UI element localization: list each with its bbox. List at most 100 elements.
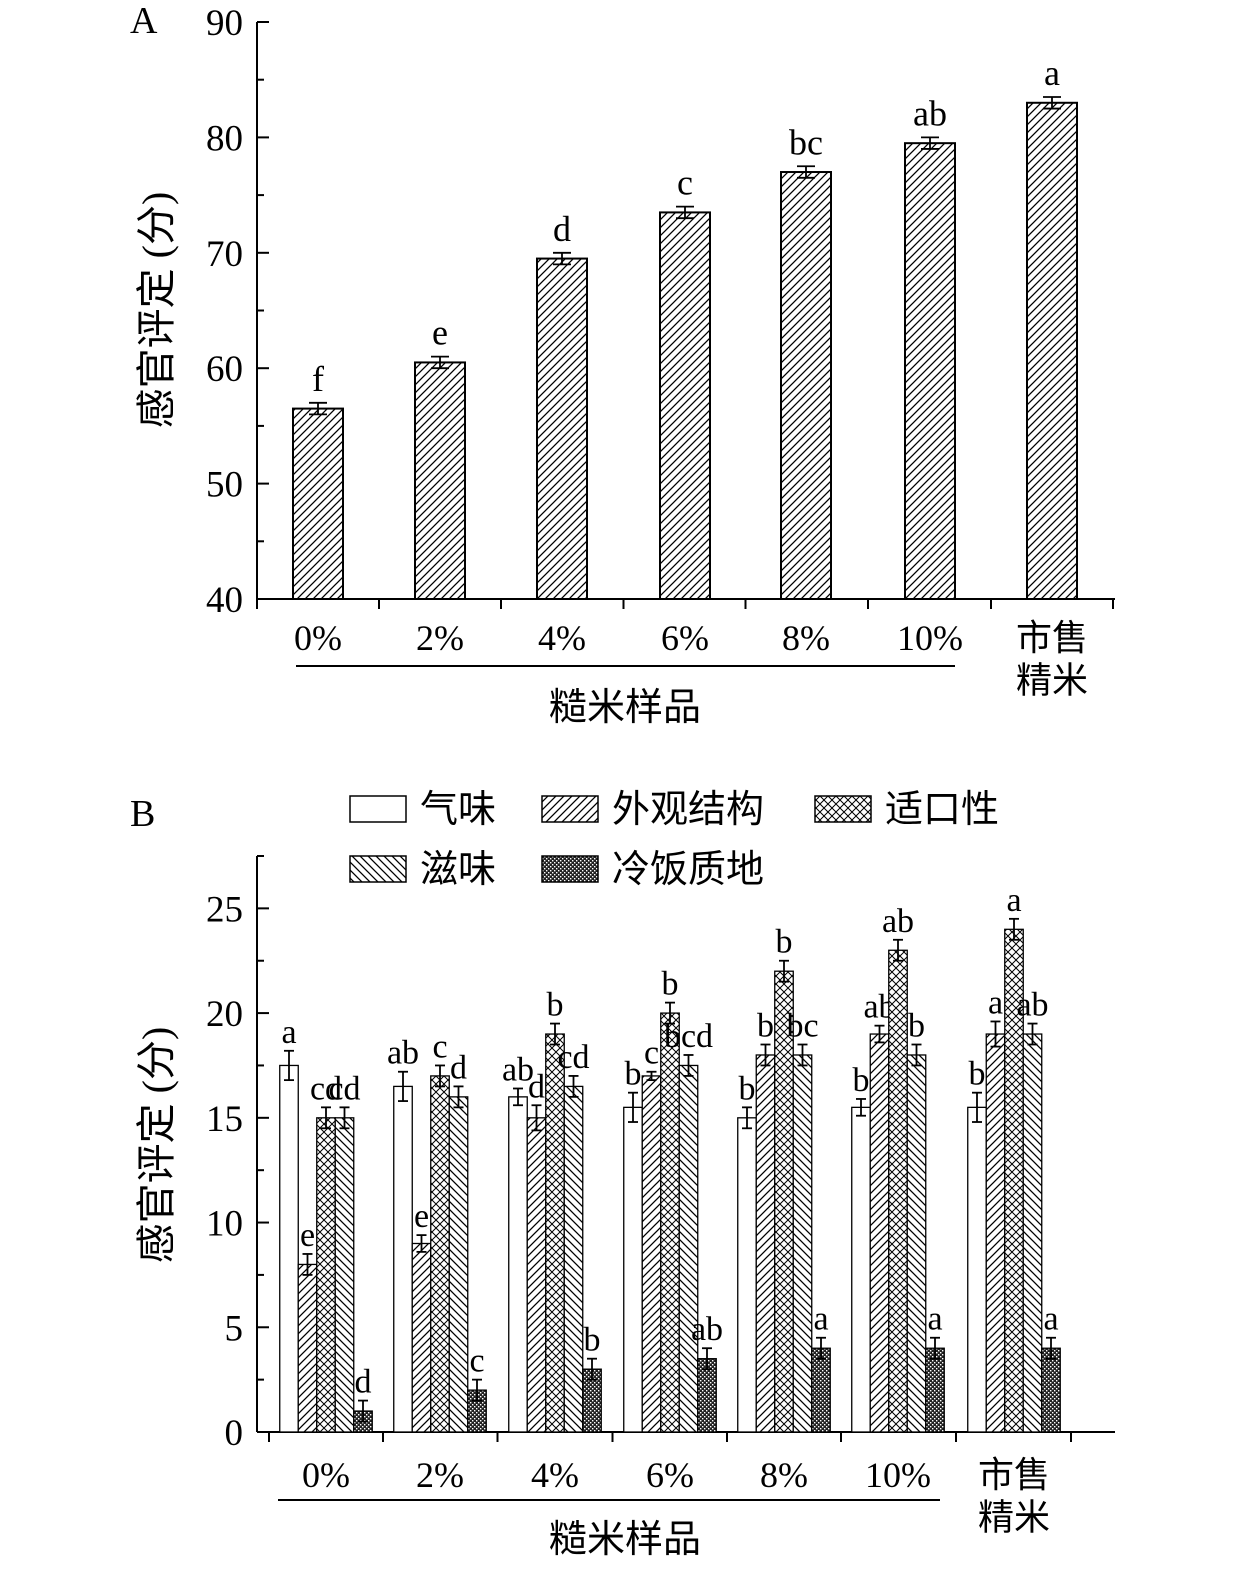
legend-swatch [349,855,407,883]
significance-letter: c [469,1343,484,1380]
bar [448,1096,469,1433]
y-axis-label: 感官评定 (分) [134,192,179,429]
significance-letter: bc [786,1008,818,1045]
bar [334,1117,355,1433]
y-tick-label: 80 [206,118,243,159]
significance-letter: d [553,209,571,249]
category-label: 0% [302,1455,350,1495]
significance-letter: e [432,313,448,353]
bar [906,1054,927,1433]
significance-letter: a [1044,53,1060,93]
bar [967,1106,987,1433]
bar [659,211,711,600]
significance-letter: c [432,1028,447,1065]
bar [279,1064,299,1433]
significance-letter: a [281,1014,296,1051]
bar [641,1075,662,1433]
significance-letter: cd [557,1039,589,1076]
significance-letter: e [300,1217,315,1254]
y-tick-label: 20 [206,994,243,1035]
significance-letter: ab [882,903,914,940]
significance-letter: a [988,984,1003,1021]
group-label: 糙米样品 [549,1519,701,1561]
y-tick-label: 5 [225,1308,244,1349]
significance-letter: b [757,1008,774,1045]
bar [411,1242,432,1433]
category-label: 10% [865,1455,931,1495]
panel-a: A 40 50 60 70 80 90 感官评定 (分) f e d c bc ab a 0% 2% 4% 6% 8%… [130,0,1115,729]
significance-letter: b [625,1056,642,1093]
legend-label: 气味 [420,789,496,831]
legend-swatch [541,795,599,823]
significance-letter: c [677,163,693,203]
legend-label: 滋味 [420,849,496,891]
significance-letter: a [813,1301,828,1338]
legend-label: 适口性 [885,789,999,831]
significance-letter: a [1043,1301,1058,1338]
significance-letter: ab [913,93,947,133]
bar [393,1085,413,1433]
category-label: 2% [416,618,464,658]
bar [660,1012,680,1433]
significance-letter: c [644,1035,659,1072]
category-label: 6% [646,1455,694,1495]
category-label: 8% [760,1455,808,1495]
panel-label: A [130,0,158,42]
bar [811,1347,831,1433]
significance-letter: b [853,1062,870,1099]
bar [297,1263,318,1433]
y-tick-label: 10 [206,1204,243,1245]
significance-letter: a [1006,882,1021,919]
bar [414,361,466,600]
legend-swatch [814,795,872,823]
bar [888,949,908,1433]
significance-letter: ab [387,1035,419,1072]
y-tick-label: 50 [206,465,243,506]
category-label: 2% [416,1455,464,1495]
y-axis-label: 感官评定 (分) [134,1027,179,1264]
significance-letter: ab [1016,987,1048,1024]
y-tick-label: 90 [206,3,243,44]
bar [292,407,344,600]
category-label: 市售精米 [1016,618,1088,700]
significance-letter: a [927,1301,942,1338]
significance-letter: b [969,1056,986,1093]
legend-swatch [541,855,599,883]
y-tick-label: 60 [206,349,243,390]
group-label: 糙米样品 [549,687,701,729]
significance-letter: e [414,1198,429,1235]
bar [985,1033,1006,1433]
category-label: 8% [782,618,830,658]
significance-letter: f [312,359,324,399]
bar [925,1347,945,1433]
category-label: 4% [538,618,586,658]
bar [508,1096,528,1433]
bar [869,1033,890,1433]
category-label: 6% [661,618,709,658]
y-tick-label: 70 [206,234,243,275]
category-label: 10% [897,618,963,658]
significance-letter: bcd [664,1018,713,1055]
bar [526,1117,547,1433]
significance-letter: cd [310,1070,342,1107]
legend-swatch [349,795,407,823]
bar [430,1075,450,1433]
bar [563,1085,584,1433]
bar [792,1054,813,1433]
bar [1022,1033,1043,1433]
significance-letter: b [739,1070,756,1107]
bar [316,1117,336,1433]
bar [545,1033,565,1433]
bar [623,1106,643,1433]
bar [536,257,588,600]
bar [904,142,956,600]
y-tick-label: 25 [206,889,243,930]
category-label: 0% [294,618,342,658]
bar [1026,101,1078,600]
significance-letter: d [528,1068,545,1105]
significance-letter: b [547,987,564,1024]
bar [1041,1347,1061,1433]
legend-label: 冷饭质地 [612,849,764,891]
category-label: 4% [531,1455,579,1495]
